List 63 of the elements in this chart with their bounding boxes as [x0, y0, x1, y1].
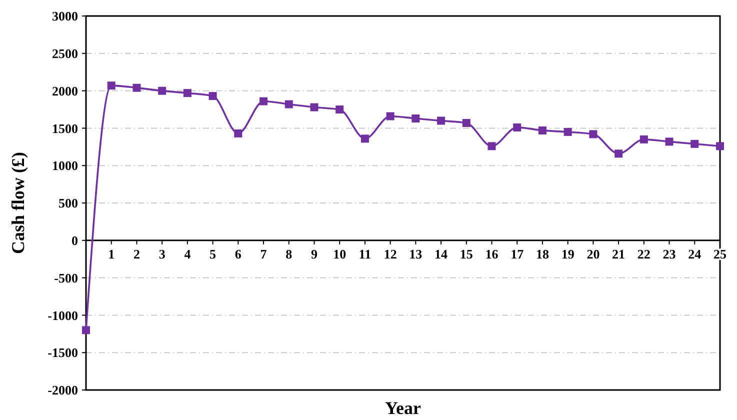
y-tick-label: -1000	[48, 308, 78, 323]
point	[260, 97, 268, 106]
x-tick-label: 11	[358, 246, 372, 262]
x-tick-label: 19	[561, 246, 575, 262]
y-tick-label: -2000	[48, 382, 78, 398]
x-tick-label: 16	[485, 246, 499, 262]
point	[640, 135, 648, 144]
x-tick-label: 9	[310, 246, 318, 262]
point	[716, 142, 724, 150]
x-tick-label: 18	[536, 246, 550, 262]
point	[690, 140, 699, 148]
point	[386, 112, 394, 120]
point	[538, 126, 546, 134]
x-tick-label: 21	[612, 246, 626, 262]
y-tick-label: -500	[54, 270, 78, 286]
x-axis-title: Year	[385, 398, 421, 418]
x-tick-label: 1	[108, 246, 115, 262]
x-tick-label: 13	[409, 246, 423, 262]
point	[158, 86, 166, 95]
x-tick-label: 12	[384, 246, 397, 262]
point	[513, 123, 522, 132]
point	[488, 142, 496, 150]
point	[208, 92, 217, 100]
x-tick-label: 22	[637, 246, 650, 262]
x-tick-label: 3	[158, 246, 166, 262]
y-tick-label: 2500	[52, 46, 78, 61]
x-tick-label: 4	[184, 246, 192, 262]
point	[437, 116, 446, 125]
point	[589, 130, 598, 138]
point	[107, 82, 116, 90]
point	[82, 326, 90, 334]
x-tick-label: 24	[688, 246, 702, 262]
x-tick-label: 14	[434, 246, 448, 262]
x-tick-label: 10	[333, 246, 346, 262]
point	[564, 128, 572, 136]
point	[183, 89, 192, 98]
x-tick-label: 2	[133, 246, 140, 262]
y-tick-label: 0	[72, 232, 78, 248]
y-tick-label: 1500	[52, 120, 78, 136]
point	[132, 84, 141, 92]
x-tick-label: 23	[662, 246, 676, 262]
x-tick-label: 6	[234, 246, 242, 262]
x-tick-label: 15	[460, 246, 474, 262]
y-tick-label: 2000	[52, 83, 78, 98]
y-tick-label: -1500	[48, 345, 78, 360]
point	[412, 114, 420, 122]
point	[234, 129, 242, 138]
y-tick-label: 500	[58, 196, 78, 211]
point	[614, 150, 623, 158]
x-tick-label: 20	[586, 246, 600, 262]
point	[336, 106, 344, 114]
point	[462, 118, 470, 127]
point	[665, 138, 674, 146]
point	[310, 103, 318, 112]
x-tick-label: 17	[510, 246, 524, 262]
x-tick-label: 7	[260, 246, 268, 262]
y-tick-label: 1000	[52, 158, 78, 174]
x-tick-label: 8	[286, 246, 293, 262]
point	[284, 100, 293, 108]
y-axis-title: Cash flow (£)	[8, 152, 28, 254]
x-tick-label: 5	[210, 246, 217, 262]
point	[360, 134, 369, 143]
y-tick-label: 3000	[52, 8, 78, 24]
